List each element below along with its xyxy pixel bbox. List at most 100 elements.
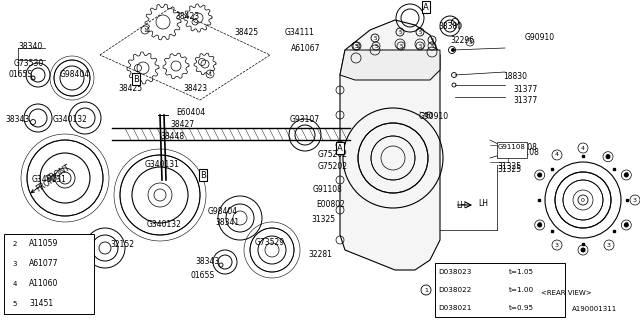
Text: 5: 5 [355, 44, 359, 49]
Text: 31377: 31377 [513, 96, 537, 105]
Text: 31377: 31377 [513, 85, 537, 94]
Text: <REAR VIEW>: <REAR VIEW> [541, 290, 591, 296]
Text: 5: 5 [430, 37, 434, 43]
Polygon shape [340, 20, 440, 270]
Text: 38423: 38423 [183, 84, 207, 93]
Text: 5: 5 [398, 29, 402, 35]
Text: D038021: D038021 [438, 305, 472, 311]
Text: 18830: 18830 [503, 72, 527, 81]
Text: E60404: E60404 [176, 108, 205, 117]
Text: D038022: D038022 [438, 287, 472, 293]
Bar [435, 263, 565, 317]
Text: 5: 5 [13, 301, 17, 307]
Circle shape [581, 248, 585, 252]
Text: 3: 3 [555, 243, 559, 248]
Text: 4: 4 [581, 146, 585, 150]
Text: A11059: A11059 [29, 239, 58, 249]
Text: A190001311: A190001311 [572, 306, 617, 312]
Text: 38425: 38425 [234, 28, 258, 37]
Text: B: B [133, 75, 139, 84]
Text: G340131: G340131 [32, 175, 67, 184]
Text: G90910: G90910 [525, 33, 555, 42]
Text: E00802: E00802 [316, 200, 345, 209]
Text: 38343: 38343 [5, 115, 29, 124]
Bar [4, 234, 94, 314]
Text: FRONT: FRONT [31, 163, 72, 193]
Text: 38340: 38340 [18, 42, 42, 51]
Text: 32152: 32152 [110, 240, 134, 249]
Text: 0165S: 0165S [8, 70, 32, 79]
Text: G340132: G340132 [147, 220, 182, 229]
Text: 31325: 31325 [497, 162, 521, 171]
Text: 5: 5 [355, 44, 358, 49]
Circle shape [451, 49, 454, 52]
Text: 3: 3 [633, 197, 637, 203]
Text: G91108: G91108 [510, 148, 540, 157]
Text: 38423: 38423 [175, 12, 199, 21]
Text: 31325: 31325 [497, 165, 521, 174]
Circle shape [624, 173, 628, 177]
Text: G34111: G34111 [285, 28, 315, 37]
Text: FRONT: FRONT [35, 172, 61, 194]
Text: G91108: G91108 [313, 185, 343, 194]
Text: G75202: G75202 [318, 150, 348, 159]
Text: 38425: 38425 [118, 84, 142, 93]
Text: 2: 2 [624, 222, 628, 228]
Text: A11060: A11060 [29, 279, 58, 289]
Text: 5: 5 [430, 44, 434, 49]
Text: A61077: A61077 [29, 260, 58, 268]
Text: 32281: 32281 [308, 250, 332, 259]
Text: t=1.05: t=1.05 [509, 269, 534, 275]
Circle shape [538, 173, 541, 177]
Text: G91108: G91108 [508, 143, 538, 152]
Text: 2: 2 [538, 222, 541, 228]
Text: 0: 0 [581, 197, 585, 203]
Text: 1: 1 [143, 28, 147, 33]
Text: 5: 5 [399, 44, 403, 49]
Text: 5: 5 [419, 29, 422, 35]
Text: 5: 5 [373, 36, 377, 41]
Text: 5: 5 [374, 44, 378, 49]
Text: G93107: G93107 [290, 115, 320, 124]
Text: G340132: G340132 [53, 115, 88, 124]
Text: 3: 3 [468, 39, 472, 44]
Text: 31451: 31451 [29, 300, 53, 308]
Text: 2: 2 [538, 172, 541, 178]
Text: LH: LH [456, 201, 466, 210]
Text: 2: 2 [624, 172, 628, 178]
Text: A: A [423, 3, 429, 12]
Text: G90910: G90910 [419, 112, 449, 121]
Text: 1: 1 [424, 287, 428, 292]
Text: 4: 4 [13, 281, 17, 287]
Text: 38427: 38427 [170, 120, 194, 129]
Text: G73529: G73529 [255, 238, 285, 247]
Text: 4: 4 [555, 152, 559, 157]
Text: 38343: 38343 [195, 257, 220, 266]
Text: 38341: 38341 [215, 218, 239, 227]
Text: A: A [337, 143, 343, 153]
Text: G91108: G91108 [498, 143, 526, 156]
Text: 3: 3 [13, 261, 17, 267]
Text: 2: 2 [581, 247, 585, 252]
Text: G73530: G73530 [14, 59, 44, 68]
Text: LH: LH [478, 198, 488, 207]
Circle shape [538, 223, 541, 227]
Text: 5: 5 [419, 44, 422, 49]
Text: 1: 1 [208, 71, 212, 76]
Text: B: B [200, 171, 206, 180]
Text: 32296: 32296 [450, 36, 474, 45]
Text: t=0.95: t=0.95 [509, 305, 534, 311]
Text: 3: 3 [607, 243, 611, 248]
Text: A61067: A61067 [291, 44, 321, 53]
Circle shape [624, 223, 628, 227]
Text: 38448: 38448 [160, 132, 184, 141]
Text: 2: 2 [606, 154, 610, 159]
Text: 38380: 38380 [438, 22, 462, 31]
Text: 31325: 31325 [311, 215, 335, 224]
Text: G98404: G98404 [208, 207, 238, 216]
Text: G75202: G75202 [318, 162, 348, 171]
Text: G340131: G340131 [145, 160, 180, 169]
Polygon shape [340, 50, 440, 80]
Text: 2: 2 [13, 241, 17, 247]
Circle shape [606, 155, 610, 159]
